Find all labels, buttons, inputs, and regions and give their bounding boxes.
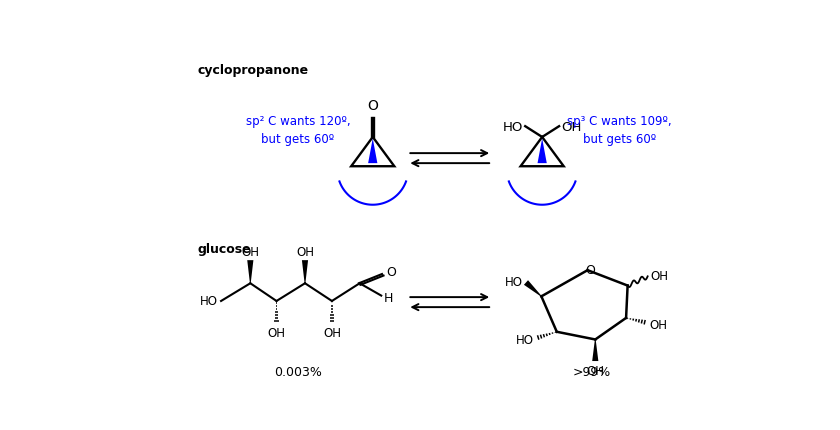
Text: HO: HO <box>516 333 533 346</box>
Text: O: O <box>367 99 378 113</box>
Text: OH: OH <box>649 318 667 331</box>
Text: OH: OH <box>241 245 260 258</box>
Text: OH: OH <box>586 364 604 377</box>
Text: OH: OH <box>296 245 314 258</box>
Text: 0.003%: 0.003% <box>274 366 322 378</box>
Text: sp² C wants 120º,
but gets 60º: sp² C wants 120º, but gets 60º <box>246 114 350 145</box>
Text: >99%: >99% <box>573 366 612 378</box>
Text: cyclopropanone: cyclopropanone <box>197 64 308 77</box>
Text: HO: HO <box>505 276 522 289</box>
Text: OH: OH <box>323 326 341 339</box>
Text: sp³ C wants 109º,
but gets 60º: sp³ C wants 109º, but gets 60º <box>567 114 671 145</box>
Text: HO: HO <box>502 120 522 133</box>
Polygon shape <box>538 139 547 164</box>
Polygon shape <box>302 261 308 284</box>
Text: glucose: glucose <box>197 242 251 255</box>
Text: O: O <box>386 266 396 279</box>
Text: O: O <box>585 263 595 276</box>
Polygon shape <box>368 139 377 164</box>
Polygon shape <box>247 261 254 284</box>
Text: OH: OH <box>267 326 286 339</box>
Polygon shape <box>524 280 542 297</box>
Text: OH: OH <box>561 120 582 133</box>
Text: OH: OH <box>651 270 669 283</box>
Text: HO: HO <box>200 295 218 308</box>
Polygon shape <box>592 340 598 361</box>
Text: H: H <box>384 291 393 304</box>
